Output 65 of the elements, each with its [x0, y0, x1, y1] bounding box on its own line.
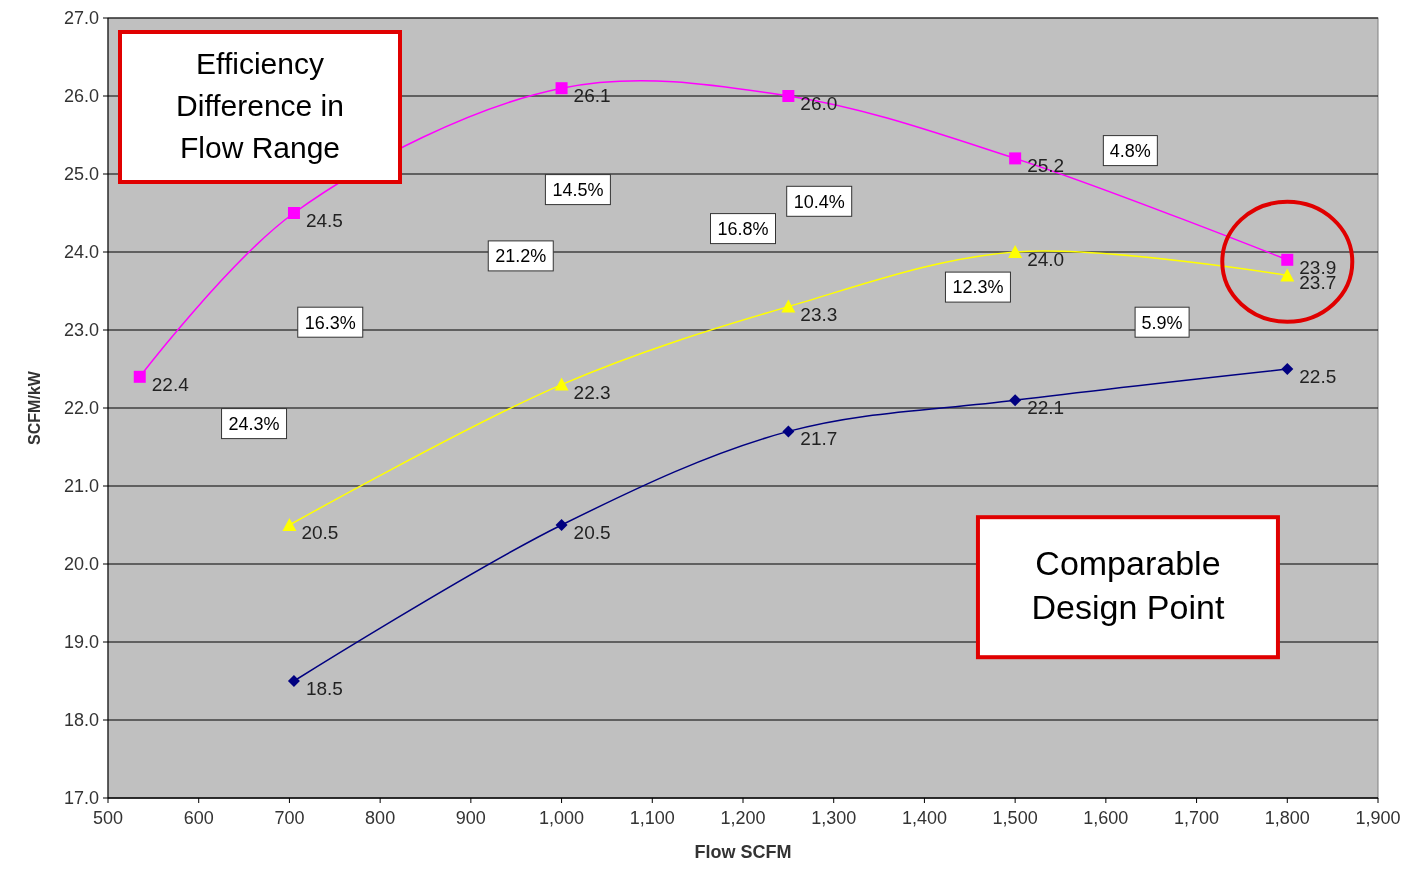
annotation: 4.8%: [1109, 140, 1151, 161]
x-tick-label: 900: [455, 808, 486, 828]
point: [133, 370, 146, 383]
y-tick-label: 22.0: [63, 398, 99, 419]
point: [555, 519, 568, 531]
annotation: 5.9%: [1141, 312, 1183, 333]
x-tick-label: 800: [365, 808, 396, 828]
y-tick-label: 23.0: [63, 320, 99, 341]
x-tick-label: 1,800: [1264, 808, 1310, 828]
x-tick-label: 500: [92, 808, 124, 828]
y-tick-label: 25.0: [63, 164, 99, 185]
y-axis-title: SCFM/kW: [26, 370, 43, 445]
x-tick-label: 600: [183, 808, 214, 828]
point: [1009, 152, 1022, 165]
data-label: 22.4: [151, 373, 190, 395]
data-label: 21.7: [800, 428, 838, 450]
x-tick-label: 700: [274, 808, 305, 828]
data-label: 22.3: [573, 381, 611, 403]
annotation: 14.5%: [552, 179, 604, 200]
data-label: 20.5: [573, 522, 611, 543]
x-tick-label: 1,700: [1174, 808, 1220, 828]
x-tick-label: 1,900: [1355, 808, 1401, 828]
point: [1008, 245, 1023, 258]
y-tick-label: 24.0: [63, 242, 99, 263]
annotation: 21.2%: [495, 246, 547, 267]
y-tick-label: 20.0: [63, 554, 99, 575]
data-label: 24.0: [1027, 249, 1065, 270]
annotation: 10.4%: [793, 191, 845, 212]
data-label: 23.3: [800, 303, 838, 325]
point: [287, 675, 300, 687]
x-axis-title: Flow SCFM: [694, 842, 792, 862]
point: [1281, 253, 1294, 266]
point: [1280, 268, 1295, 282]
point: [781, 299, 796, 313]
point: [282, 518, 297, 531]
point: [1009, 394, 1022, 407]
point: [1281, 363, 1294, 375]
point: [554, 377, 569, 391]
annotation: 12.3%: [952, 277, 1004, 298]
y-tick-label: 19.0: [63, 632, 99, 653]
data-label: 24.5: [305, 210, 343, 231]
annotation: Efficiency Difference in Flow Range: [176, 47, 344, 164]
y-tick-label: 17.0: [63, 788, 99, 809]
x-tick-label: 1,300: [811, 808, 857, 828]
annotation: 16.8%: [717, 218, 769, 239]
point: [287, 207, 300, 219]
data-label: 22.5: [1299, 366, 1337, 387]
x-tick-label: 1,600: [1083, 808, 1129, 828]
y-tick-label: 27.0: [63, 8, 99, 29]
point: [782, 425, 795, 438]
data-label: 18.5: [305, 678, 343, 699]
annotation: Comparable Design Point: [1031, 544, 1225, 627]
x-tick-label: 1,000: [539, 808, 585, 828]
point: [555, 82, 568, 95]
x-tick-label: 1,200: [720, 808, 766, 828]
x-tick-label: 1,400: [901, 808, 947, 828]
x-tick-label: 1,500: [992, 808, 1038, 828]
y-tick-label: 26.0: [63, 86, 99, 107]
y-tick-label: 18.0: [63, 710, 99, 731]
annotation: 24.3%: [228, 413, 280, 434]
y-tick-label: 21.0: [63, 476, 99, 497]
data-label: 20.5: [301, 522, 339, 543]
x-tick-label: 1,100: [629, 808, 675, 828]
annotation: 16.3%: [304, 312, 356, 333]
point: [782, 90, 795, 102]
